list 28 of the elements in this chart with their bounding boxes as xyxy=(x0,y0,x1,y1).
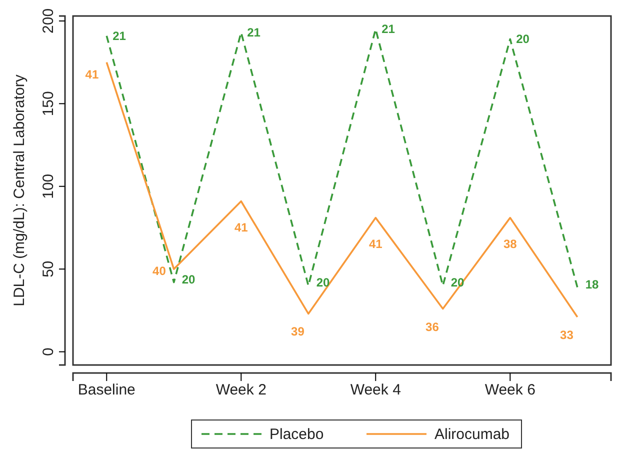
annotation: 38 xyxy=(503,236,518,251)
annotation: 21 xyxy=(247,26,261,40)
legend-label: Alirocumab xyxy=(434,426,510,443)
y-tick-label: 50 xyxy=(40,260,57,278)
x-tick-label: Baseline xyxy=(78,382,136,399)
annotation: 18 xyxy=(585,277,600,292)
annotation: 41 xyxy=(368,236,383,251)
x-tick-label: Week 4 xyxy=(350,382,401,399)
annotation: 39 xyxy=(291,324,305,339)
y-tick-label: 200 xyxy=(40,8,57,34)
annotation: 20 xyxy=(516,32,530,46)
annotation: 21 xyxy=(382,22,396,36)
x-tick-label: Week 6 xyxy=(484,382,536,399)
x-tick-label: Week 2 xyxy=(216,382,266,399)
annotation: 41 xyxy=(234,220,248,234)
annotation: 40 xyxy=(152,264,166,278)
y-tick-label: 0 xyxy=(40,348,57,356)
annotation: 20 xyxy=(182,272,196,286)
annotation: 33 xyxy=(560,328,574,342)
y-axis-title: LDL-C (mg/dL): Central Laboratory xyxy=(11,74,28,306)
y-tick-label: 150 xyxy=(40,91,57,116)
legend-label: Placebo xyxy=(270,426,324,443)
annotation: 36 xyxy=(426,320,440,334)
annotation: 41 xyxy=(85,67,99,82)
annotation: 20 xyxy=(316,276,330,290)
annotation: 21 xyxy=(112,28,126,43)
line-series xyxy=(106,61,578,318)
y-tick-label: 100 xyxy=(40,174,57,199)
